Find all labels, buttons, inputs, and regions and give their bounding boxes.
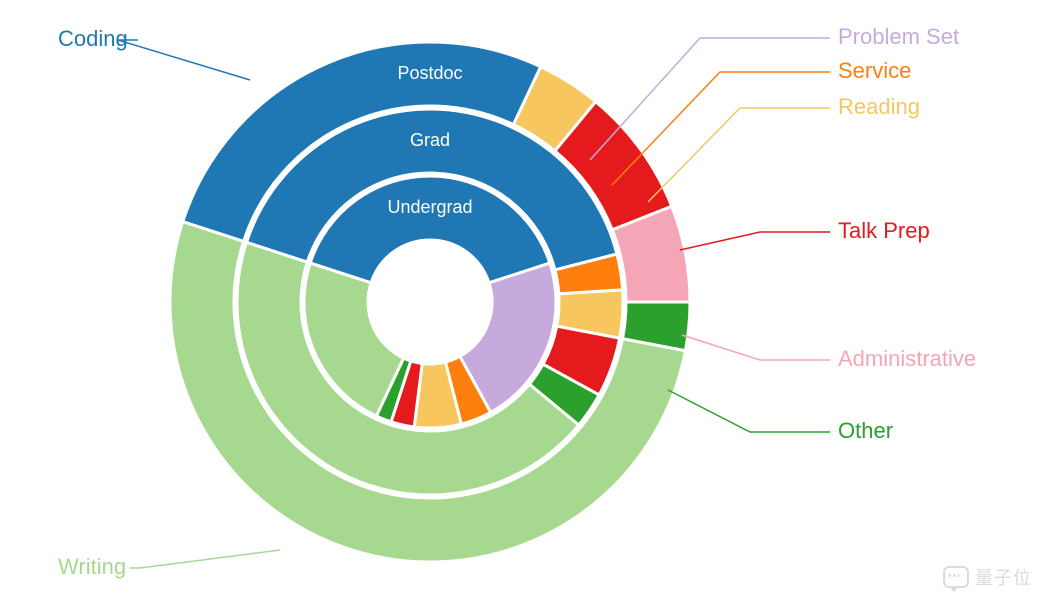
category-label-coding: Coding — [58, 26, 128, 51]
category-label-administrative: Administrative — [838, 346, 976, 371]
category-label-service: Service — [838, 58, 911, 83]
leader-coding — [118, 40, 250, 80]
category-label-problem_set: Problem Set — [838, 24, 959, 49]
category-label-writing: Writing — [58, 554, 126, 579]
leader-reading — [648, 108, 830, 202]
leader-administrative — [682, 335, 830, 360]
category-label-talk_prep: Talk Prep — [838, 218, 930, 243]
ring-label-postdoc: Postdoc — [397, 63, 462, 83]
leader-other — [668, 390, 830, 432]
category-label-other: Other — [838, 418, 893, 443]
watermark-text: 量子位 — [975, 564, 1032, 590]
leader-talk_prep — [680, 232, 830, 250]
ring-label-grad: Grad — [410, 130, 450, 150]
speech-bubble-icon: ••• — [943, 566, 969, 588]
ring-label-undergrad: Undergrad — [387, 197, 472, 217]
watermark: ••• 量子位 — [943, 564, 1032, 590]
nested-donut-chart: Undergrad Grad Postdoc Coding Problem Set Ser… — [0, 0, 1050, 604]
leader-writing — [130, 550, 280, 568]
category-label-reading: Reading — [838, 94, 920, 119]
